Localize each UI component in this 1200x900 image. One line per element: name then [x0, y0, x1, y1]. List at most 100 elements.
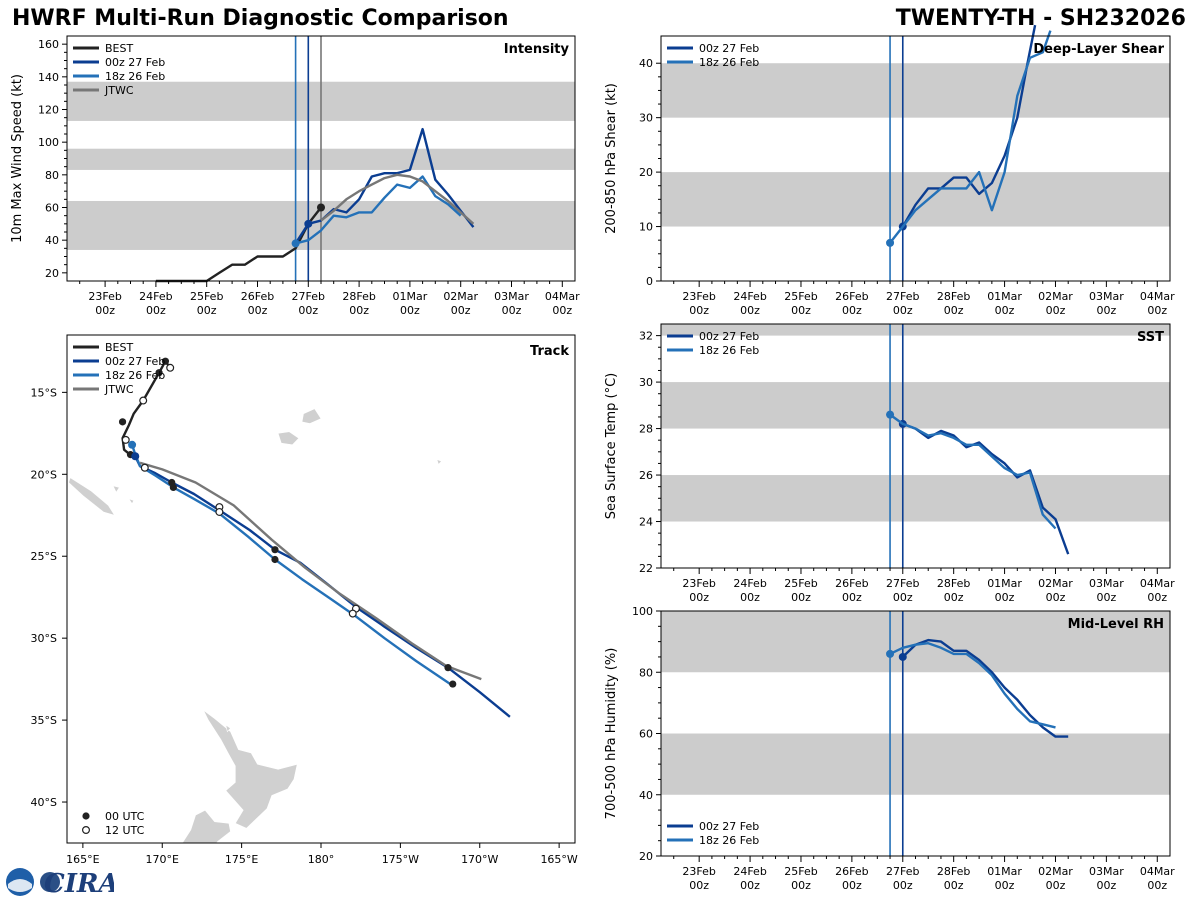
x-tick-sublabel: 00z [552, 304, 572, 317]
x-tick-label: 24Feb [733, 865, 766, 878]
x-tick-label: 02Mar [1038, 290, 1073, 303]
page-title: HWRF Multi-Run Diagnostic Comparison [12, 6, 509, 31]
legend-label: 00z 27 Feb [105, 56, 165, 69]
y-tick-label: 100 [632, 605, 653, 618]
series-line-18z-26-feb [889, 413, 1057, 530]
legend-label: 00z 27 Feb [699, 42, 759, 55]
x-tick-label: 170°W [461, 853, 498, 866]
x-tick-sublabel: 00z [944, 879, 964, 892]
y-tick-label: 60 [45, 202, 59, 215]
track-point-00utc [271, 555, 279, 564]
y-tick-label: 80 [45, 169, 59, 182]
legend-label: 18z 26 Feb [699, 344, 759, 357]
x-tick-label: 24Feb [733, 577, 766, 590]
panel-title: Deep-Layer Shear [1033, 42, 1164, 57]
legend-label: 00z 27 Feb [699, 330, 759, 343]
x-tick-label: 26Feb [241, 290, 274, 303]
y-tick-label: 26 [639, 469, 653, 482]
track-point-12utc [140, 463, 149, 472]
x-tick-sublabel: 00z [248, 304, 268, 317]
track-point-00utc [169, 483, 177, 491]
x-tick-sublabel: 00z [893, 591, 913, 604]
series-start-point [317, 203, 325, 212]
y-tick-label: 160 [38, 38, 59, 51]
track-point-00utc [271, 546, 279, 554]
x-tick-label: 23Feb [682, 577, 715, 590]
track-point-12utc [215, 507, 224, 516]
series-start-point [886, 649, 895, 658]
threshold-band [661, 733, 1170, 795]
land-mass [436, 459, 443, 466]
panel-title: Mid-Level RH [1068, 617, 1164, 632]
land-mass [301, 408, 322, 424]
map-layer [68, 357, 511, 843]
x-tick-sublabel: 00z [95, 304, 115, 317]
threshold-band [661, 611, 1170, 673]
x-tick-label: 175°E [225, 853, 258, 866]
x-tick-sublabel: 00z [1046, 304, 1066, 317]
x-tick-label: 27Feb [292, 290, 325, 303]
y-tick-label: 100 [38, 136, 59, 149]
x-tick-label: 01Mar [987, 577, 1022, 590]
legend-label: BEST [105, 42, 133, 55]
x-tick-label: 23Feb [682, 865, 715, 878]
y-tick-label: 22 [639, 562, 653, 575]
y-tick-label: 40 [45, 234, 59, 247]
noaa-bird-icon [8, 879, 32, 892]
y-tick-label: 30 [639, 112, 653, 125]
series-start-point [291, 239, 300, 248]
y-tick-label: 40 [639, 789, 653, 802]
x-tick-sublabel: 00z [842, 591, 862, 604]
y-tick-label: 25°S [31, 550, 57, 563]
x-tick-label: 01Mar [987, 290, 1022, 303]
x-tick-sublabel: 00z [1096, 879, 1116, 892]
x-tick-label: 24Feb [733, 290, 766, 303]
track-start-point [131, 452, 140, 461]
x-tick-label: 175°W [382, 853, 419, 866]
x-tick-label: 28Feb [937, 577, 970, 590]
axes-frame [660, 323, 1171, 569]
land-mass [181, 809, 231, 843]
y-tick-label: 20°S [31, 468, 57, 481]
x-tick-label: 28Feb [937, 865, 970, 878]
x-tick-sublabel: 00z [740, 879, 760, 892]
y-tick-label: 15°S [31, 386, 57, 399]
y-tick-label: 24 [639, 516, 653, 529]
x-tick-label: 28Feb [342, 290, 375, 303]
x-tick-sublabel: 00z [893, 879, 913, 892]
x-tick-sublabel: 00z [1046, 879, 1066, 892]
track-line-jtwc [139, 461, 482, 681]
y-tick-label: 40 [639, 57, 653, 70]
legend-label: JTWC [104, 383, 134, 396]
y-tick-label: 0 [646, 275, 653, 288]
series-line-00z-27-feb [901, 638, 1069, 738]
legend-label: 18z 26 Feb [105, 369, 165, 382]
x-tick-label: 03Mar [1089, 290, 1124, 303]
y-tick-label: 40°S [31, 796, 57, 809]
x-tick-label: 26Feb [835, 290, 868, 303]
track-point-12utc [121, 435, 130, 444]
axes-frame [66, 334, 576, 844]
x-tick-sublabel: 00z [1096, 591, 1116, 604]
track-point-00utc [161, 357, 170, 365]
x-tick-sublabel: 00z [689, 304, 709, 317]
y-tick-label: 28 [639, 423, 653, 436]
panel-title: SST [1137, 330, 1164, 345]
x-tick-sublabel: 00z [349, 304, 369, 317]
y-tick-label: 60 [639, 728, 653, 741]
x-tick-label: 02Mar [1038, 577, 1073, 590]
x-tick-label: 01Mar [987, 865, 1022, 878]
legend-label: BEST [105, 341, 133, 354]
x-tick-sublabel: 00z [689, 591, 709, 604]
rh-chart: 2040608010023Feb00z24Feb00z25Feb00z26Feb… [604, 605, 1175, 892]
shear-chart: 01020304023Feb00z24Feb00z25Feb00z26Feb00… [604, 24, 1175, 317]
land-mass [225, 724, 231, 733]
intensity-chart: 2040608010012014016023Feb00z24Feb00z25Fe… [10, 35, 580, 317]
y-axis-label: Sea Surface Temp (°C) [604, 373, 619, 520]
threshold-band [661, 63, 1170, 118]
x-tick-sublabel: 00z [995, 591, 1015, 604]
land-mass [203, 710, 298, 829]
x-tick-label: 165°W [540, 853, 577, 866]
y-tick-label: 30°S [31, 632, 57, 645]
